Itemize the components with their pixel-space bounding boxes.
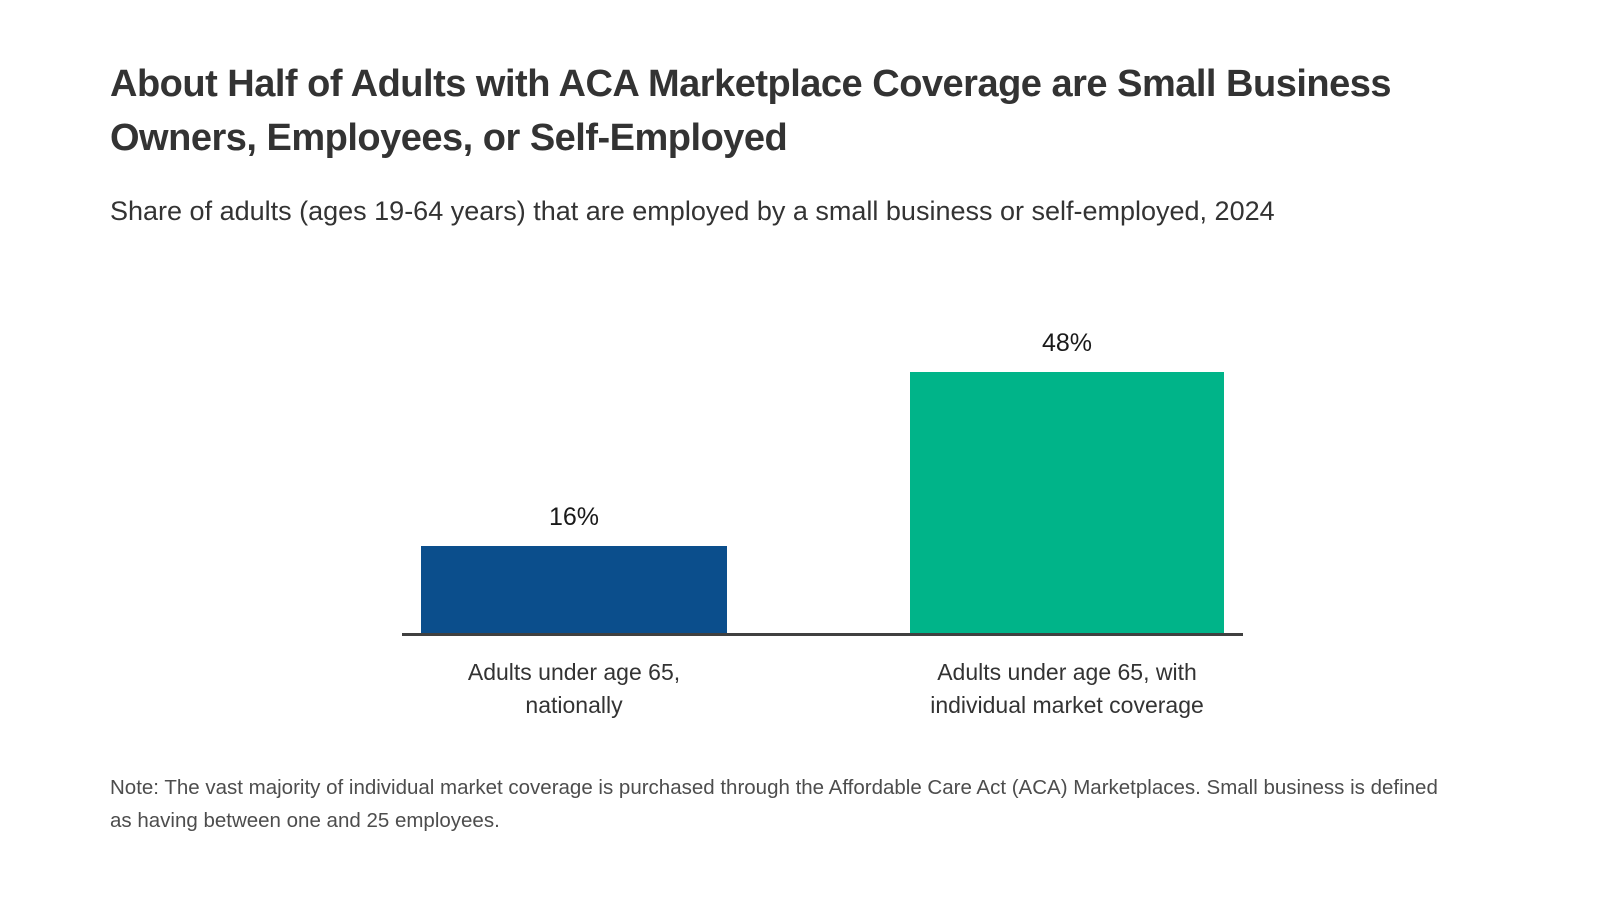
value-label-individual-market: 48% <box>1041 328 1093 357</box>
category-label-individual-market: Adults under age 65, with individual mar… <box>930 659 1204 718</box>
chart-note: Note: The vast majority of individual ma… <box>110 776 1438 833</box>
category-label-adults-nationally: Adults under age 65, nationally <box>467 659 681 718</box>
chart-title: About Half of Adults with ACA Marketplac… <box>110 63 1392 159</box>
value-label-adults-nationally: 16% <box>548 502 600 531</box>
bar-individual-market <box>910 371 1224 633</box>
chart-subtitle: Share of adults (ages 19-64 years) that … <box>110 196 1275 226</box>
x-axis-baseline <box>402 633 1243 636</box>
plot-area: 16% 48% <box>402 329 1243 633</box>
bar-adults-nationally <box>421 545 727 633</box>
